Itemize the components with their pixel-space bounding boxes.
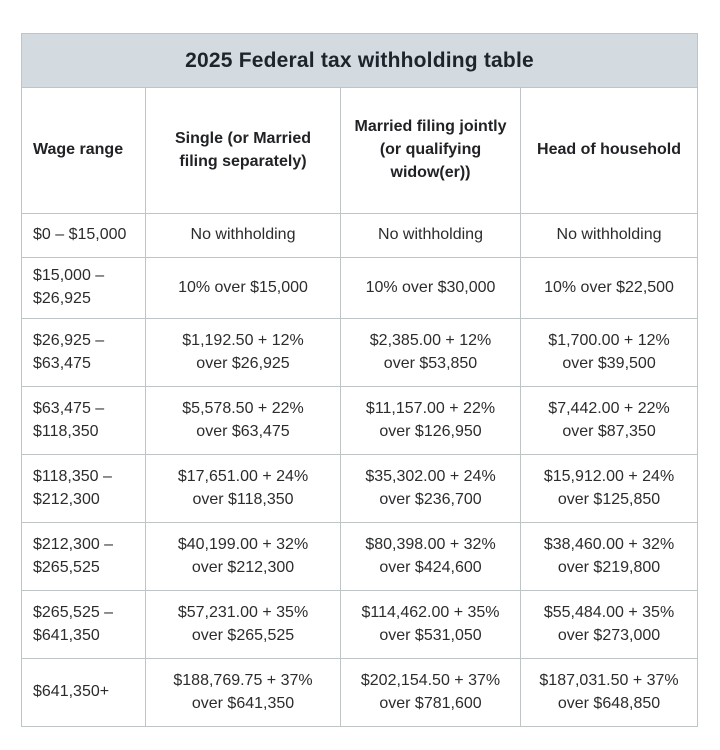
head-of-household-cell: $38,460.00 + 32% over $219,800: [519, 522, 699, 591]
title-row: 2025 Federal tax withholding table: [20, 33, 699, 88]
married-jointly-cell: $11,157.00 + 22% over $126,950: [340, 386, 521, 455]
single-cell: $40,199.00 + 32% over $212,300: [145, 522, 341, 591]
wage-range-cell: $0 – $15,000: [21, 213, 146, 258]
table-row: $26,925 – $63,475 $1,192.50 + 12% over $…: [21, 318, 699, 387]
married-jointly-cell: 10% over $30,000: [340, 257, 521, 319]
column-header-head-of-household: Head of household: [519, 87, 699, 214]
wage-range-cell: $118,350 – $212,300: [21, 454, 146, 523]
column-header-wage-range: Wage range: [21, 87, 146, 214]
table-row: $212,300 – $265,525 $40,199.00 + 32% ove…: [21, 522, 699, 591]
married-jointly-cell: $2,385.00 + 12% over $53,850: [340, 318, 521, 387]
wage-range-cell: $26,925 – $63,475: [21, 318, 146, 387]
table-row: $118,350 – $212,300 $17,651.00 + 24% ove…: [21, 454, 699, 523]
tax-withholding-table-wrap: 2025 Federal tax withholding table Wage …: [20, 33, 699, 727]
table-row: $641,350+ $188,769.75 + 37% over $641,35…: [21, 658, 699, 727]
single-cell: $188,769.75 + 37% over $641,350: [145, 658, 341, 727]
table-row: $63,475 – $118,350 $5,578.50 + 22% over …: [21, 386, 699, 455]
wage-range-cell: $641,350+: [21, 658, 146, 727]
table-row: $0 – $15,000 No withholding No withholdi…: [21, 213, 699, 258]
wage-range-cell: $15,000 – $26,925: [21, 257, 146, 319]
wage-range-cell: $265,525 – $641,350: [21, 590, 146, 659]
single-cell: No withholding: [145, 213, 341, 258]
single-cell: $57,231.00 + 35% over $265,525: [145, 590, 341, 659]
column-header-married-jointly: Married filing jointly (or qualifying wi…: [340, 87, 521, 214]
single-cell: 10% over $15,000: [145, 257, 341, 319]
married-jointly-cell: $202,154.50 + 37% over $781,600: [340, 658, 521, 727]
married-jointly-cell: $114,462.00 + 35% over $531,050: [340, 590, 521, 659]
single-cell: $5,578.50 + 22% over $63,475: [145, 386, 341, 455]
head-of-household-cell: $187,031.50 + 37% over $648,850: [519, 658, 699, 727]
head-of-household-cell: $7,442.00 + 22% over $87,350: [519, 386, 699, 455]
wage-range-cell: $63,475 – $118,350: [21, 386, 146, 455]
head-of-household-cell: $55,484.00 + 35% over $273,000: [519, 590, 699, 659]
single-cell: $17,651.00 + 24% over $118,350: [145, 454, 341, 523]
wage-range-cell: $212,300 – $265,525: [21, 522, 146, 591]
married-jointly-cell: $80,398.00 + 32% over $424,600: [340, 522, 521, 591]
single-cell: $1,192.50 + 12% over $26,925: [145, 318, 341, 387]
table-title: 2025 Federal tax withholding table: [20, 33, 699, 88]
column-header-row: Wage range Single (or Married filing sep…: [21, 87, 699, 214]
table-row: $265,525 – $641,350 $57,231.00 + 35% ove…: [21, 590, 699, 659]
tax-withholding-table: 2025 Federal tax withholding table Wage …: [20, 33, 699, 727]
head-of-household-cell: 10% over $22,500: [519, 257, 699, 319]
column-header-single: Single (or Married filing separately): [145, 87, 341, 214]
married-jointly-cell: No withholding: [340, 213, 521, 258]
head-of-household-cell: $15,912.00 + 24% over $125,850: [519, 454, 699, 523]
head-of-household-cell: No withholding: [519, 213, 699, 258]
head-of-household-cell: $1,700.00 + 12% over $39,500: [519, 318, 699, 387]
table-row: $15,000 – $26,925 10% over $15,000 10% o…: [21, 257, 699, 319]
married-jointly-cell: $35,302.00 + 24% over $236,700: [340, 454, 521, 523]
